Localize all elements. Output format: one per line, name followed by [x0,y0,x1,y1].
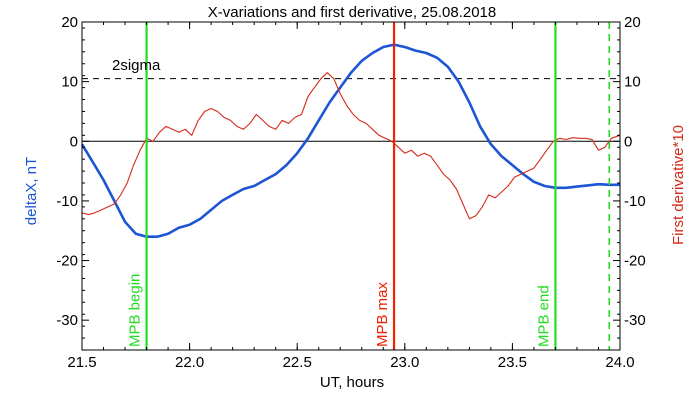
x-axis-label: UT, hours [320,374,384,391]
y-tick-label-right: -10 [624,193,646,210]
axis-layer: 21.5 22.0 22.5 23.0 23.5 24.0 20 20 10 10 0 0 -10 -10… [56,14,645,371]
y-tick-label-left: 20 [61,14,78,31]
series-layer [80,43,621,238]
y-axis-label-left: deltaX, nT [23,157,40,225]
y-tick-label-left: 0 [70,133,78,150]
y-tick-label-left: -10 [56,193,78,210]
marker-label-3: MPB end [535,285,552,347]
marker-layer: MPB begin MPB max MPB end [127,22,611,350]
chart-title: X-variations and first derivative, 25.08… [208,4,497,21]
x-tick-label: 23.0 [390,354,419,371]
series-line-deltax [80,43,620,238]
y-tick-label-right: -30 [624,312,646,329]
marker-label-2: MPB max [374,281,391,347]
x-tick-label: 22.0 [175,354,204,371]
y-tick-label-right: 20 [624,14,641,31]
marker-label-1: MPB begin [127,274,144,347]
y-tick-label-right: -20 [624,253,646,270]
x-tick-label: 21.5 [67,354,96,371]
x-tick-label: 22.5 [283,354,312,371]
series-line-derivative [81,72,621,220]
y-tick-label-left: -20 [56,253,78,270]
y-tick-label-left: 10 [61,74,78,91]
plot-frame [81,21,621,351]
y-tick-label-right: 0 [624,133,632,150]
y-tick-label-right: 10 [624,74,641,91]
threshold-label: 2sigma [112,57,161,74]
y-axis-label-right: First derivative*10 [670,125,687,245]
x-tick-label: 23.5 [498,354,527,371]
x-tick-label: 24.0 [605,354,634,371]
y-tick-label-left: -30 [56,312,78,329]
